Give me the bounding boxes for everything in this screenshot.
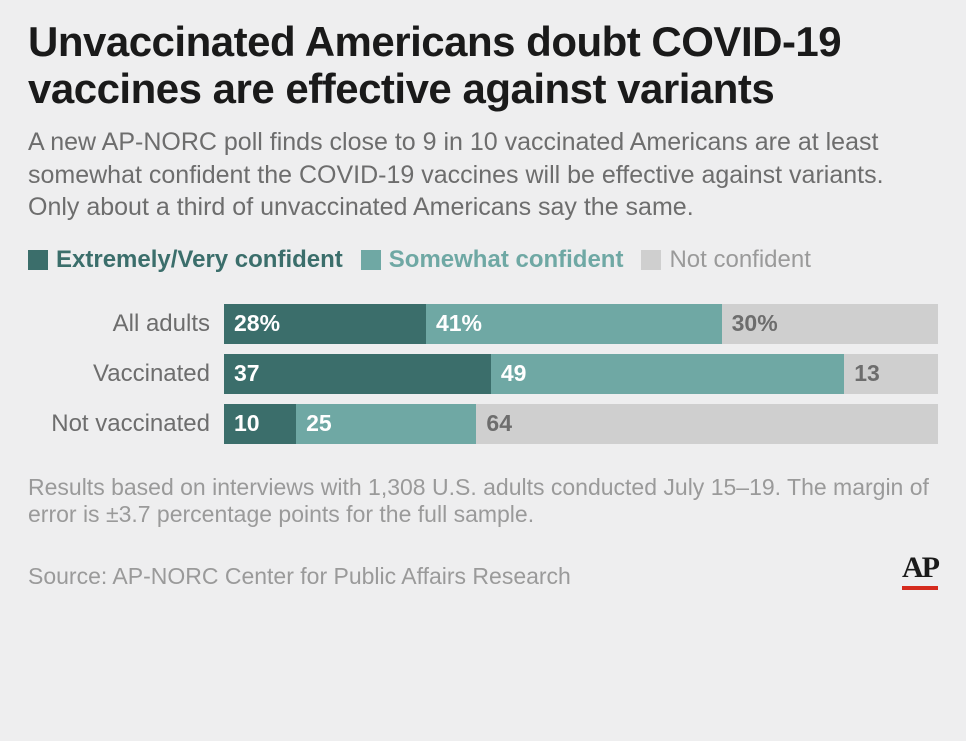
legend-swatch xyxy=(361,250,381,270)
legend-swatch xyxy=(28,250,48,270)
chart-row: All adults28%41%30% xyxy=(28,304,938,344)
stacked-bar-chart: All adults28%41%30%Vaccinated374913Not v… xyxy=(28,304,938,444)
legend-item: Somewhat confident xyxy=(361,246,624,274)
bar-segment: 64 xyxy=(476,404,938,444)
chart-title: Unvaccinated Americans doubt COVID-19 va… xyxy=(28,18,938,112)
legend: Extremely/Very confident Somewhat confide… xyxy=(28,246,938,274)
bar-wrap: 374913 xyxy=(224,354,938,394)
legend-swatch xyxy=(641,250,661,270)
row-label: All adults xyxy=(28,310,224,338)
bar-segment: 49 xyxy=(491,354,844,394)
bar-segment: 28% xyxy=(224,304,426,344)
chart-row: Not vaccinated102564 xyxy=(28,404,938,444)
bar-wrap: 102564 xyxy=(224,404,938,444)
legend-label: Extremely/Very confident xyxy=(56,246,343,274)
bar-wrap: 28%41%30% xyxy=(224,304,938,344)
legend-item: Not confident xyxy=(641,246,810,274)
footnote: Results based on interviews with 1,308 U… xyxy=(28,474,938,529)
bar-segment: 13 xyxy=(844,354,938,394)
chart-row: Vaccinated374913 xyxy=(28,354,938,394)
legend-label: Somewhat confident xyxy=(389,246,624,274)
legend-label: Not confident xyxy=(669,246,810,274)
bar-segment: 41% xyxy=(426,304,722,344)
source-line: Source: AP-NORC Center for Public Affair… xyxy=(28,563,571,590)
bar-segment: 10 xyxy=(224,404,296,444)
bar-segment: 25 xyxy=(296,404,476,444)
bar-segment: 37 xyxy=(224,354,491,394)
legend-item: Extremely/Very confident xyxy=(28,246,343,274)
bar-segment: 30% xyxy=(722,304,938,344)
ap-logo: AP xyxy=(902,551,938,590)
row-label: Not vaccinated xyxy=(28,410,224,438)
row-label: Vaccinated xyxy=(28,360,224,388)
chart-subtitle: A new AP-NORC poll finds close to 9 in 1… xyxy=(28,126,938,224)
